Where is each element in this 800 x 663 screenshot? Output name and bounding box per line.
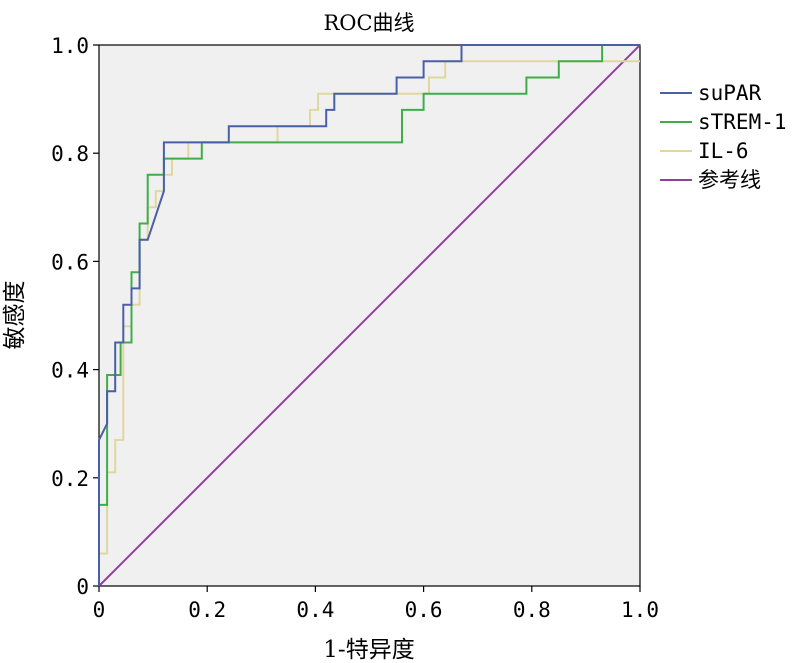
x-tick-label: 0.6	[405, 598, 443, 622]
chart-title: ROC曲线	[323, 11, 414, 35]
x-tick-label: 0.4	[296, 598, 334, 622]
legend-label: 参考线	[698, 168, 761, 192]
x-tick-label: 0.8	[513, 598, 551, 622]
series-line-supar	[98, 44, 640, 586]
y-tick-label: 0.8	[51, 142, 89, 166]
y-tick-label: 0	[76, 575, 89, 599]
x-tick-label: 1.0	[621, 598, 659, 622]
series-lines	[98, 44, 641, 587]
legend-label: suPAR	[698, 81, 762, 105]
x-tick-label: 0.2	[188, 598, 226, 622]
legend-label: IL-6	[698, 139, 749, 163]
y-tick-label: 1.0	[51, 34, 89, 58]
y-axis-title: 敏感度	[2, 281, 28, 350]
x-tick-label: 0	[93, 598, 106, 622]
axis-ticks: 0 0.2 0.4 0.6 0.8 1.0 0 0.2 0.4 0.6 0.8 1.0	[51, 34, 659, 622]
y-tick-label: 0.6	[51, 250, 89, 274]
legend: suPAR sTREM-1 IL-6 参考线	[660, 81, 787, 192]
y-tick-label: 0.4	[51, 359, 89, 383]
series-line-strem-1	[98, 44, 640, 586]
series-line-reference	[98, 44, 641, 587]
legend-label: sTREM-1	[698, 110, 787, 134]
x-axis-title: 1-特异度	[323, 637, 414, 663]
y-tick-label: 0.2	[51, 467, 89, 491]
